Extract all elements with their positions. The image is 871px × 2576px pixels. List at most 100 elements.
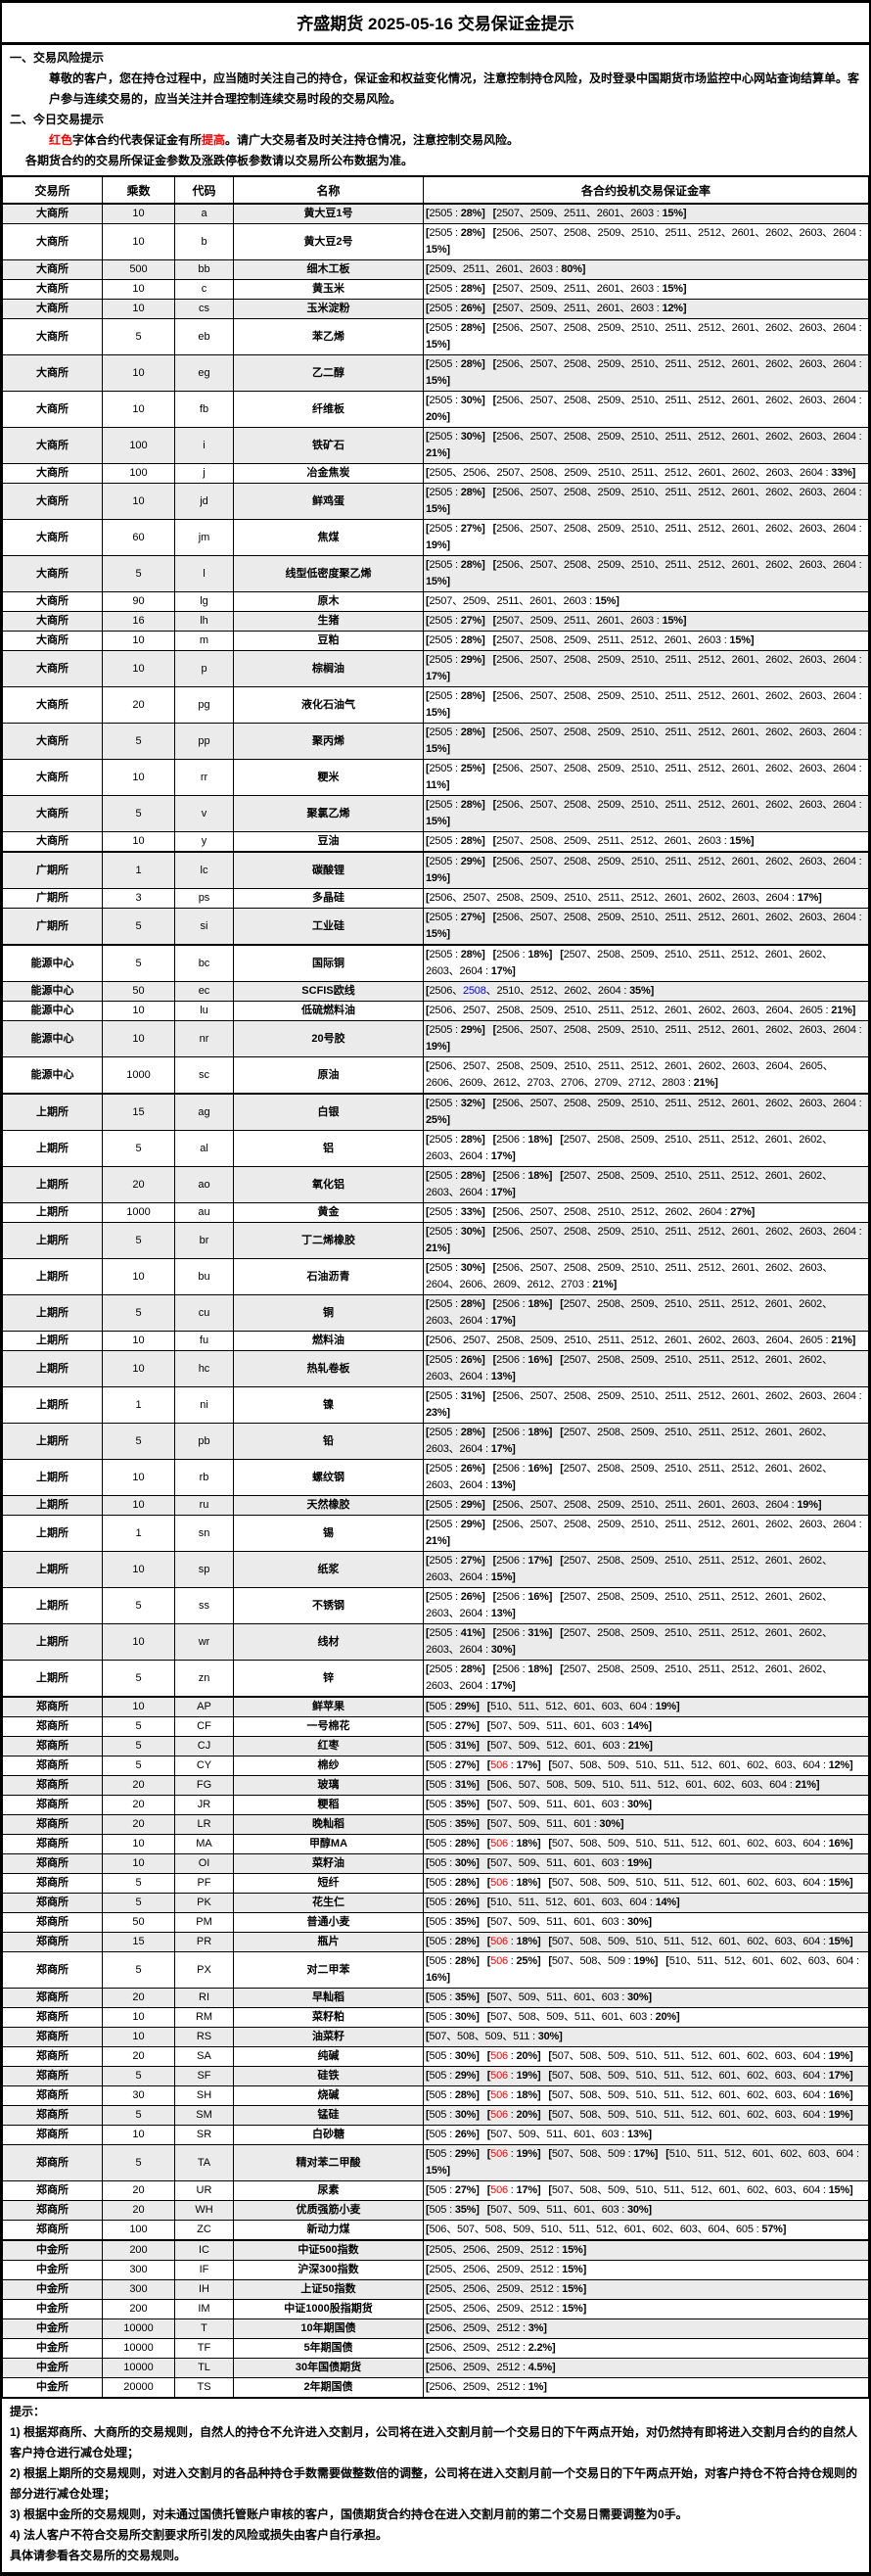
name-cell: 早籼稻	[233, 1988, 424, 2008]
multiplier-cell: 10	[102, 279, 175, 300]
margin-rate-cell: [2505 : 28%] [2506 : 18%] [2507、2508、2509、…	[423, 1130, 869, 1167]
exchange-cell: 郑商所	[2, 1951, 103, 1989]
highlighted-contract: 506	[490, 2148, 508, 2160]
contract-rate-group: [2506、2508、2510、2512、2602、2604 : 35%]	[426, 985, 655, 997]
contract-rate-group: [2505 : 29%]	[426, 654, 485, 666]
name-cell: 不锈钢	[233, 1587, 424, 1624]
highlighted-contract: 506	[490, 1955, 508, 1967]
header-margin-rates: 各合约投机交易保证金率	[423, 175, 869, 205]
contract-rate-group: [2505 : 28%]	[426, 322, 485, 334]
multiplier-cell: 10000	[102, 2358, 175, 2378]
contract-rate-group: [506 : 17%]	[486, 1759, 541, 1771]
table-row: 郑商所 30 SH 烧碱 [505 : 28%] [506 : 18%] [507、508、…	[2, 2085, 869, 2106]
table-row: 中金所 300 IF 沪深300指数 [2505、2506、2509、2512 : 15…	[2, 2260, 869, 2280]
contract-rate-group: [505 : 30%]	[426, 1857, 480, 1869]
multiplier-cell: 5	[102, 1660, 175, 1698]
code-cell: zn	[174, 1660, 234, 1698]
name-cell: 鲜鸡蛋	[233, 483, 424, 520]
highlighted-contract: 506	[490, 1936, 508, 1947]
table-row: 上期所 10 fu 燃料油 [2506、2507、2508、2509、2510、2511…	[2, 1331, 869, 1351]
exchange-cell: 中金所	[2, 2358, 103, 2378]
margin-rate-cell: [2505 : 29%] [2506、2507、2508、2509、2510、25…	[423, 1515, 869, 1552]
name-cell: 一号棉花	[233, 1716, 424, 1737]
contract-rate-group: [506 : 19%]	[486, 2070, 541, 2082]
margin-rate-cell: [2505 : 28%] [2507、2509、2511、2601、2603 : …	[423, 203, 869, 224]
margin-rate-table: 交易所 乘数 代码 名称 各合约投机交易保证金率 大商所 10 a 黄大豆1号 [250…	[2, 175, 869, 2399]
multiplier-cell: 90	[102, 591, 175, 612]
code-cell: sp	[174, 1551, 234, 1588]
margin-rate-cell: [505 : 26%] [510、511、512、601、603、604 : 14…	[423, 1893, 869, 1913]
margin-rate-cell: [2505 : 27%] [2506 : 17%] [2507、2508、2509、…	[423, 1551, 869, 1588]
multiplier-cell: 10	[102, 1696, 175, 1717]
exchange-cell: 郑商所	[2, 2220, 103, 2241]
name-cell: 纤维板	[233, 391, 424, 428]
contract-rate-group: [505 : 30%]	[426, 2050, 480, 2062]
code-cell: UR	[174, 2180, 234, 2201]
contract-rate-group: [505 : 28%]	[426, 1936, 480, 1947]
multiplier-cell: 5	[102, 1423, 175, 1460]
tip-red-keyword: 红色	[49, 133, 73, 147]
multiplier-cell: 1	[102, 851, 175, 889]
highlighted-contract: 506	[490, 2070, 508, 2082]
contract-rate-group: [2506、2507、2508、2509、2510、2511、2512、2601…	[426, 1335, 856, 1346]
multiplier-cell: 10	[102, 1495, 175, 1516]
contract-rate-group: [2505 : 28%]	[426, 559, 485, 571]
exchange-cell: 郑商所	[2, 2085, 103, 2106]
contract-rate-group: [2507、2509、2511、2601、2603 : 15%]	[426, 595, 619, 607]
code-cell: pb	[174, 1423, 234, 1460]
code-cell: SA	[174, 2046, 234, 2067]
table-row: 大商所 10 fb 纤维板 [2505 : 30%] [2506、2507、2508、25…	[2, 391, 869, 428]
table-row: 上期所 10 hc 热轧卷板 [2505 : 26%] [2506 : 16%] [2507…	[2, 1350, 869, 1387]
exchange-cell: 大商所	[2, 686, 103, 724]
contract-rate-group: [506 : 20%]	[486, 2050, 541, 2062]
name-cell: 锰硅	[233, 2105, 424, 2126]
code-cell: bb	[174, 259, 234, 280]
multiplier-cell: 50	[102, 1912, 175, 1933]
multiplier-cell: 10	[102, 2125, 175, 2145]
name-cell: 黄玉米	[233, 279, 424, 300]
contract-rate-group: [2506、2507、2508、2509、2510、2511、2512、2601…	[426, 763, 862, 791]
code-cell: ru	[174, 1495, 234, 1516]
table-row: 能源中心 50 ec SCFIS欧线 [2506、2508、2510、2512、2602…	[2, 981, 869, 1002]
table-row: 大商所 5 v 聚氯乙烯 [2505 : 28%] [2506、2507、2508、250…	[2, 795, 869, 832]
name-cell: 苯乙烯	[233, 318, 424, 355]
name-cell: 玻璃	[233, 1775, 424, 1796]
table-row: 上期所 15 ag 白银 [2505 : 32%] [2506、2507、2508、250…	[2, 1093, 869, 1131]
table-row: 郑商所 50 PM 普通小麦 [505 : 35%] [507、509、511、601、6…	[2, 1912, 869, 1933]
table-row: 大商所 10 y 豆油 [2505 : 28%] [2507、2508、2509、2511…	[2, 831, 869, 853]
code-cell: TA	[174, 2144, 234, 2181]
margin-rate-cell: [505 : 28%] [506 : 18%] [507、508、509、510、5…	[423, 1834, 869, 1854]
table-row: 郑商所 10 MA 甲醇MA [505 : 28%] [506 : 18%] [507、50…	[2, 1834, 869, 1854]
contract-rate-group: [507、509、511、601、603 : 30%]	[486, 1799, 652, 1810]
table-row: 中金所 20000 TS 2年期国债 [2506、2509、2512 : 1%]	[2, 2377, 869, 2399]
table-row: 上期所 1 ni 镍 [2505 : 31%] [2506、2507、2508、2509、…	[2, 1386, 869, 1424]
contract-rate-group: [507、508、509、511 : 30%]	[426, 2031, 563, 2042]
code-cell: al	[174, 1130, 234, 1167]
exchange-cell: 大商所	[2, 223, 103, 260]
contract-rate-group: [2505 : 28%]	[426, 283, 485, 295]
code-cell: fu	[174, 1331, 234, 1351]
margin-rate-cell: [2505 : 29%] [2506、2507、2508、2509、2510、25…	[423, 851, 869, 889]
contract-rate-group: [505 : 31%]	[426, 1779, 480, 1791]
exchange-cell: 上期所	[2, 1093, 103, 1131]
contract-rate-group: [2505、2506、2509、2512 : 15%]	[426, 2244, 587, 2256]
table-row: 能源中心 10 lu 低硫燃料油 [2506、2507、2508、2509、2510、2…	[2, 1001, 869, 1021]
code-cell: jm	[174, 519, 234, 556]
contract-rate-group: [2506 : 17%]	[492, 1555, 553, 1567]
contract-rate-group: [507、508、509、510、511、512、601、602、603、604…	[548, 1936, 853, 1947]
contract-rate-group: [2506、2507、2508、2509、2510、2511、2512、2601…	[426, 322, 862, 351]
margin-rate-cell: [2505 : 27%] [2506、2507、2508、2509、2510、25…	[423, 908, 869, 946]
contract-rate-group: [2506 : 18%]	[492, 1298, 553, 1310]
exchange-cell: 上期所	[2, 1222, 103, 1259]
contract-rate-group: [2505 : 33%]	[426, 1206, 485, 1218]
name-cell: 粳米	[233, 759, 424, 796]
margin-rate-cell: [2505 : 28%] [2507、2509、2511、2601、2603 : …	[423, 279, 869, 300]
table-row: 大商所 5 pp 聚丙烯 [2505 : 28%] [2506、2507、2508、250…	[2, 723, 869, 760]
code-cell: eg	[174, 354, 234, 392]
multiplier-cell: 50	[102, 981, 175, 1002]
contract-rate-group: [505 : 26%]	[426, 2129, 480, 2140]
margin-rate-cell: [2505、2506、2509、2512 : 15%]	[423, 2279, 869, 2300]
footer-note-1: 1) 根据郑商所、大商所的交易规则，自然人的持仓不允许进入交割月，公司将在进入交…	[10, 2425, 858, 2459]
multiplier-cell: 1000	[102, 1202, 175, 1223]
